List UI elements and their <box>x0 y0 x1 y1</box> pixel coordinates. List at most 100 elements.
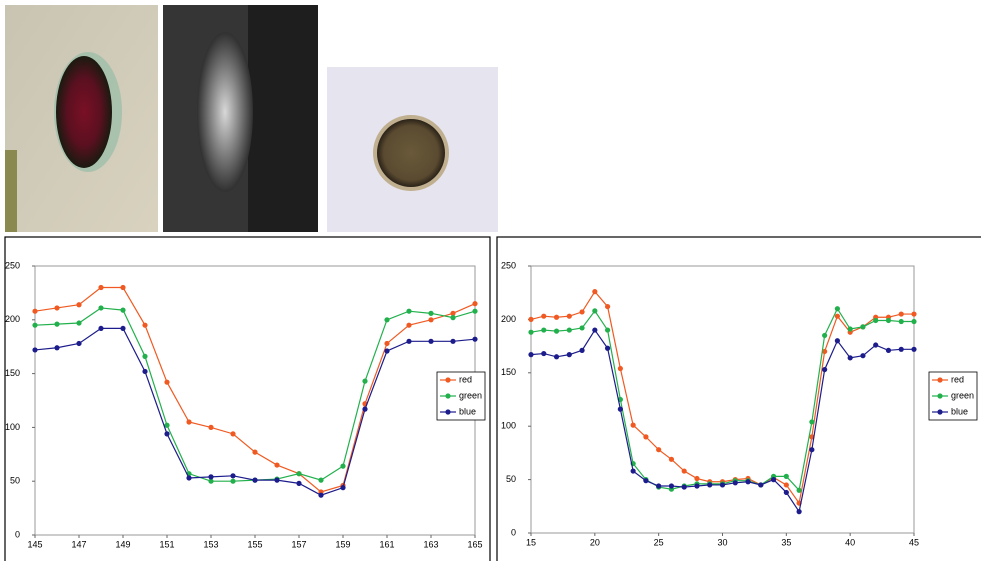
data-point <box>296 480 302 486</box>
data-point <box>450 315 456 321</box>
x-tick-label: 157 <box>291 539 306 549</box>
data-point <box>630 422 636 428</box>
legend-label: red <box>951 374 964 384</box>
data-point <box>76 340 82 347</box>
data-point <box>898 311 904 317</box>
data-point <box>873 317 879 324</box>
data-point <box>898 318 904 325</box>
data-point <box>758 482 764 488</box>
y-tick-label: 100 <box>501 421 516 431</box>
data-point <box>834 306 841 312</box>
x-tick-label: 161 <box>379 539 394 549</box>
data-point <box>643 434 649 440</box>
data-point <box>428 310 434 316</box>
data-point <box>605 345 611 351</box>
data-point <box>911 318 917 325</box>
plot-area <box>530 265 915 534</box>
data-point <box>472 336 478 342</box>
data-point <box>681 468 687 474</box>
y-tick-label: 50 <box>506 474 516 484</box>
data-point <box>340 485 346 491</box>
data-point <box>592 327 598 333</box>
data-point <box>296 471 302 477</box>
data-point <box>617 406 623 412</box>
data-point <box>834 338 841 344</box>
data-point <box>76 320 82 326</box>
data-point <box>120 307 126 313</box>
data-point <box>406 308 412 314</box>
data-point <box>541 327 547 333</box>
data-point <box>592 308 598 314</box>
data-point <box>885 317 892 324</box>
legend-label: blue <box>459 406 476 416</box>
data-point <box>318 492 324 498</box>
x-tick-label: 159 <box>335 539 350 549</box>
data-point <box>230 478 236 484</box>
data-point <box>98 305 104 311</box>
data-point <box>656 447 662 453</box>
data-point <box>164 422 170 428</box>
legend-label: red <box>459 374 472 384</box>
y-tick-label: 150 <box>5 368 20 378</box>
data-point <box>617 365 623 372</box>
y-tick-label: 100 <box>5 422 20 432</box>
data-point <box>566 352 572 358</box>
y-tick-label: 50 <box>10 476 20 486</box>
photo-2 <box>163 5 318 232</box>
data-point <box>32 322 38 328</box>
data-point <box>796 487 802 493</box>
data-point <box>120 284 126 291</box>
data-point <box>579 325 585 331</box>
data-point <box>885 347 892 353</box>
data-point <box>822 332 828 339</box>
data-point <box>120 325 126 332</box>
data-point <box>142 353 148 359</box>
data-point <box>745 479 751 485</box>
x-tick-label: 153 <box>203 539 218 549</box>
data-point <box>694 475 700 482</box>
data-point <box>783 482 789 488</box>
x-tick-label: 20 <box>590 537 600 547</box>
data-point <box>643 478 649 484</box>
data-point <box>142 368 148 375</box>
legend-label: blue <box>951 406 968 416</box>
data-point <box>340 463 346 469</box>
data-point <box>541 350 547 357</box>
data-point <box>732 480 738 486</box>
data-point <box>783 489 789 496</box>
legend-marker <box>937 409 943 415</box>
data-point <box>274 462 280 468</box>
data-point <box>208 478 214 484</box>
x-tick-label: 163 <box>423 539 438 549</box>
y-tick-label: 0 <box>511 527 516 537</box>
x-tick-label: 15 <box>526 537 536 547</box>
data-point <box>694 483 700 489</box>
legend-marker <box>937 377 943 383</box>
data-point <box>32 347 38 353</box>
data-point <box>822 366 828 373</box>
data-point <box>76 302 82 308</box>
data-point <box>208 424 214 430</box>
data-point <box>656 483 662 489</box>
x-tick-label: 35 <box>781 537 791 547</box>
x-tick-label: 147 <box>71 539 86 549</box>
legend-marker <box>445 377 451 383</box>
data-point <box>605 327 611 333</box>
data-point <box>566 327 572 333</box>
chart: 0 50 100 150 200 250 15 20 25 30 35 40 45 red green blu… <box>496 236 981 561</box>
data-point <box>54 305 60 311</box>
photo-3 <box>327 67 498 232</box>
data-point <box>230 473 236 479</box>
data-point <box>834 313 841 319</box>
data-point <box>566 313 572 319</box>
data-point <box>668 483 675 489</box>
legend-marker <box>937 393 943 399</box>
data-point <box>450 338 456 344</box>
data-point <box>362 378 368 384</box>
data-point <box>230 431 236 437</box>
data-point <box>579 347 585 353</box>
data-point <box>707 482 713 488</box>
data-point <box>719 482 726 488</box>
x-tick-label: 155 <box>247 539 262 549</box>
